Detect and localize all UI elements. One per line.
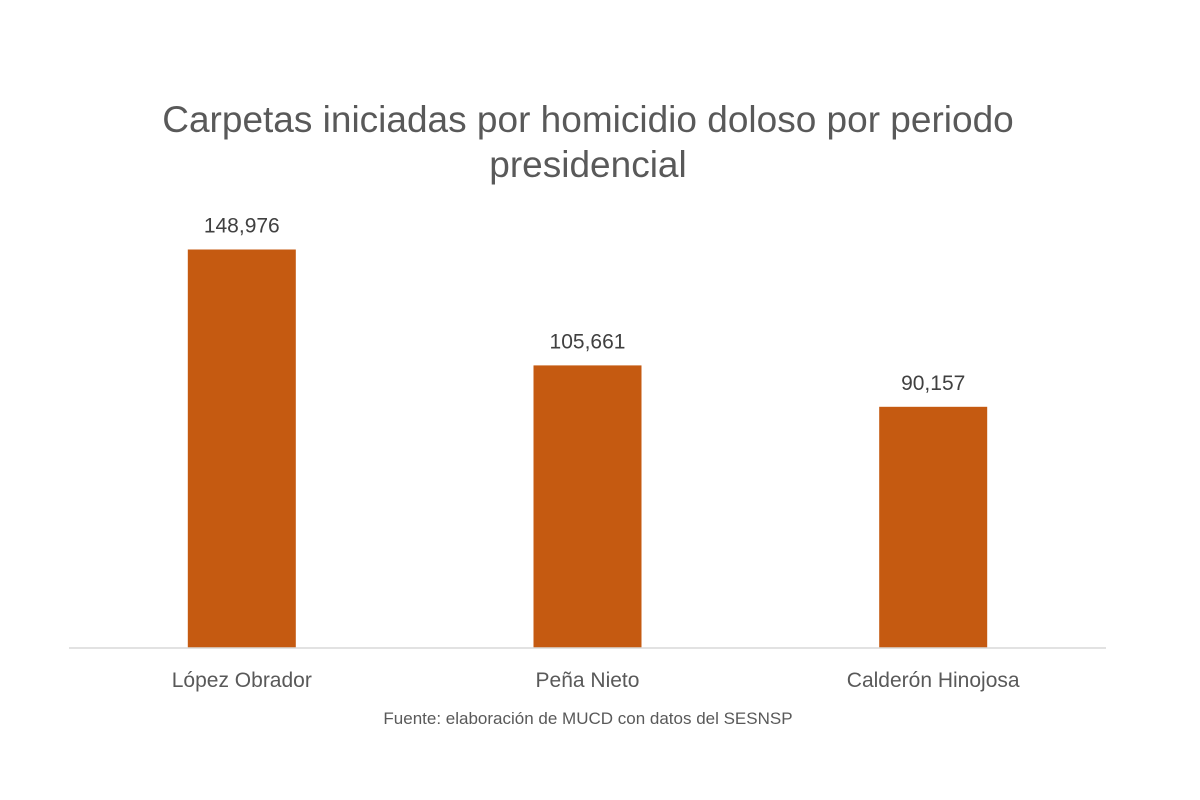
chart-title-line-2: presidencial	[489, 144, 686, 185]
chart-title-line-1: Carpetas iniciadas por homicidio doloso …	[162, 99, 1014, 140]
x-tick-label-1: Peña Nieto	[536, 669, 640, 692]
data-label-0: 148,976	[204, 215, 280, 238]
data-label-1: 105,661	[550, 330, 626, 353]
bar-2	[879, 406, 988, 648]
data-labels-group: 148,976 105,661 90,157	[204, 215, 965, 395]
x-tick-label-0: López Obrador	[172, 669, 312, 692]
bars-group	[187, 249, 988, 648]
bar-1	[533, 365, 642, 648]
x-axis-tick-labels: López Obrador Peña Nieto Calderón Hinojosa	[172, 669, 1020, 692]
x-tick-label-2: Calderón Hinojosa	[847, 669, 1020, 692]
bar-0	[187, 249, 296, 648]
data-label-2: 90,157	[901, 372, 965, 395]
source-note: Fuente: elaboración de MUCD con datos de…	[383, 709, 792, 728]
